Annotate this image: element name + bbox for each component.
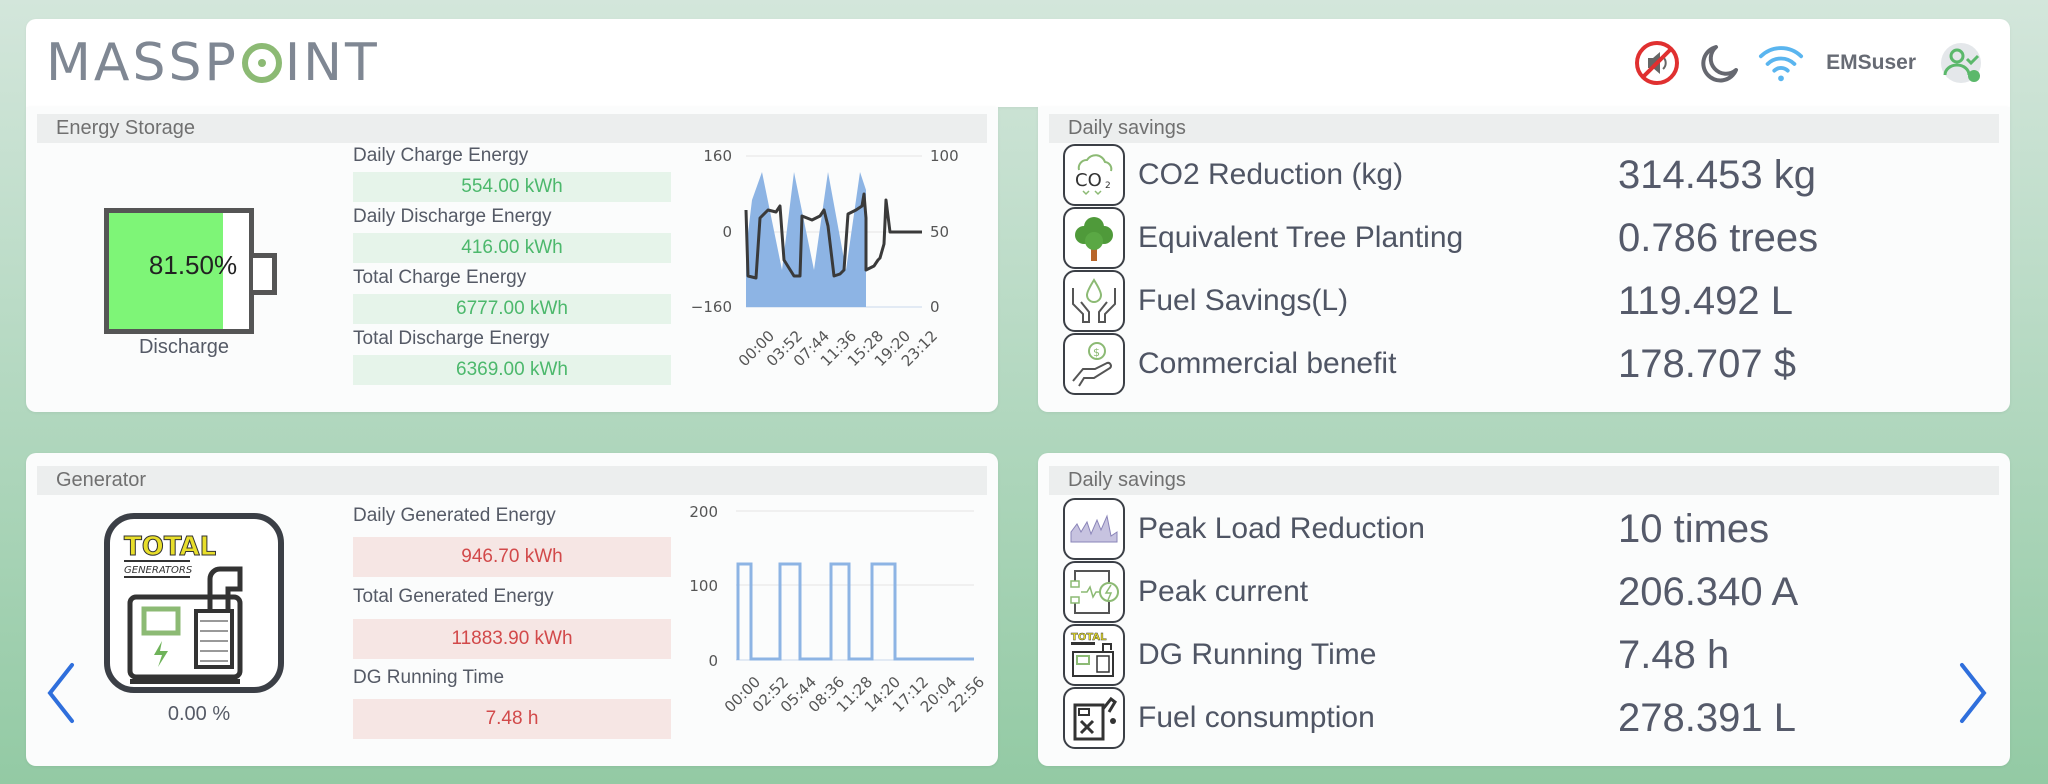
panel-title: Daily savings: [1049, 466, 1999, 495]
chevron-left-icon[interactable]: [38, 653, 82, 733]
saving-row: CO 2 CO2 Reduction (kg) 314.453 kg: [1063, 144, 1816, 206]
stat-label: Daily Generated Energy: [353, 505, 556, 526]
hands-drop-icon: [1063, 270, 1125, 332]
svg-text:50: 50: [930, 223, 949, 241]
saving-label: CO2 Reduction (kg): [1138, 158, 1404, 191]
saving-label: Peak current: [1138, 575, 1309, 608]
saving-row: Fuel Savings(L) 119.492 L: [1063, 270, 1793, 332]
svg-text:TOTAL: TOTAL: [124, 532, 216, 562]
svg-text:160: 160: [703, 147, 732, 165]
stat-value: 946.70 kWh: [353, 537, 671, 577]
svg-text:TOTAL: TOTAL: [1071, 632, 1107, 643]
saving-row: $ Commercial benefit 178.707 $: [1063, 333, 1796, 395]
svg-text:$: $: [1093, 346, 1100, 359]
energy-storage-panel: Energy Storage 81.50% Discharge Daily Ch…: [26, 107, 998, 412]
logo-target-mark: [241, 43, 282, 83]
battery-fill: [109, 213, 224, 329]
circuit-bolt-icon: [1063, 561, 1125, 623]
stat-label: Total Generated Energy: [353, 586, 554, 607]
svg-text:2: 2: [1105, 181, 1111, 191]
stat-label: Daily Charge Energy: [353, 145, 529, 166]
svg-text:0: 0: [930, 298, 940, 316]
svg-text:100: 100: [689, 577, 718, 595]
saving-row: Equivalent Tree Planting 0.786 trees: [1063, 207, 1818, 269]
saving-value: 178.707 $: [1618, 341, 1796, 386]
fuel-can-icon: [1063, 687, 1125, 749]
username-label[interactable]: EMSuser: [1826, 51, 1916, 74]
saving-label: Equivalent Tree Planting: [1138, 221, 1464, 254]
stat-value: 11883.90 kWh: [353, 619, 671, 659]
saving-value: 119.492 L: [1618, 278, 1793, 323]
stat-value: 6369.00 kWh: [353, 355, 671, 385]
saving-label: Peak Load Reduction: [1138, 512, 1425, 545]
saving-label: Commercial benefit: [1138, 347, 1397, 380]
top-bar: MASSP INT EMSuser: [26, 19, 2010, 107]
saving-row: Fuel consumption 278.391 L: [1063, 687, 1796, 749]
saving-label: Fuel consumption: [1138, 701, 1375, 734]
wifi-icon[interactable]: [1758, 40, 1804, 86]
svg-text:0: 0: [708, 652, 718, 670]
saving-value: 10 times: [1618, 506, 1770, 551]
stat-value: 416.00 kWh: [353, 233, 671, 263]
svg-text:0: 0: [722, 223, 732, 241]
svg-text:100: 100: [930, 147, 959, 165]
generator-load-percent: 0.00 %: [167, 703, 231, 725]
saving-value: 7.48 h: [1618, 632, 1730, 677]
battery-gauge: [104, 208, 254, 334]
battery-percent: 81.50%: [148, 250, 238, 280]
generator-panel: Generator TOTAL GENERATORS 0.00 % Daily …: [26, 453, 998, 766]
battery-status: Discharge: [138, 336, 230, 358]
saving-value: 278.391 L: [1618, 695, 1796, 740]
svg-text:−160: −160: [691, 298, 732, 316]
tree-icon: [1063, 207, 1125, 269]
co2-cloud-icon: CO 2: [1063, 144, 1125, 206]
daily-savings-panel-2: Daily savings Peak Load Reduction 10 tim…: [1038, 453, 2010, 766]
stat-label: Total Discharge Energy: [353, 328, 550, 349]
saving-value: 0.786 trees: [1618, 215, 1819, 260]
generator-output-chart: 200 100 0 00:00 02:52 05:44 08:36 11:28 …: [689, 503, 988, 716]
panel-title: Energy Storage: [37, 114, 987, 143]
svg-text:200: 200: [689, 503, 718, 521]
masspoint-logo: MASSP INT: [46, 33, 380, 93]
stat-label: Daily Discharge Energy: [353, 206, 552, 227]
sound-muted-icon[interactable]: [1634, 40, 1680, 86]
svg-text:CO: CO: [1075, 170, 1102, 191]
daily-savings-panel-1: Daily savings CO 2 CO2 Reduction (kg) 31…: [1038, 107, 2010, 412]
stat-value: 7.48 h: [353, 699, 671, 739]
battery-terminal: [253, 253, 277, 295]
stat-value: 6777.00 kWh: [353, 294, 671, 324]
panel-title: Daily savings: [1049, 114, 1999, 143]
panel-title: Generator: [37, 466, 987, 495]
saving-row: Peak Load Reduction 10 times: [1063, 498, 1769, 560]
peak-waveform-icon: [1063, 498, 1125, 560]
chevron-right-icon[interactable]: [1952, 653, 1996, 733]
stat-value: 554.00 kWh: [353, 172, 671, 202]
saving-label: Fuel Savings(L): [1138, 284, 1349, 317]
generator-icon: TOTAL GENERATORS: [104, 513, 284, 693]
storage-power-chart: 160 0 −160 100 50 0 00:00 03:52 07:44 11…: [691, 147, 959, 370]
saving-label: DG Running Time: [1138, 638, 1377, 671]
saving-value: 314.453 kg: [1618, 152, 1816, 197]
dark-mode-moon-icon[interactable]: [1696, 40, 1742, 86]
hand-dollar-icon: $: [1063, 333, 1125, 395]
user-online-icon[interactable]: [1938, 40, 1984, 86]
stat-label: DG Running Time: [353, 667, 505, 688]
generator-icon: TOTAL: [1063, 624, 1125, 686]
stat-label: Total Charge Energy: [353, 267, 527, 288]
saving-value: 206.340 A: [1618, 569, 1799, 614]
saving-row: TOTAL DG Running Time 7.48 h: [1063, 624, 1729, 686]
svg-text:GENERATORS: GENERATORS: [124, 565, 193, 576]
saving-row: Peak current 206.340 A: [1063, 561, 1798, 623]
